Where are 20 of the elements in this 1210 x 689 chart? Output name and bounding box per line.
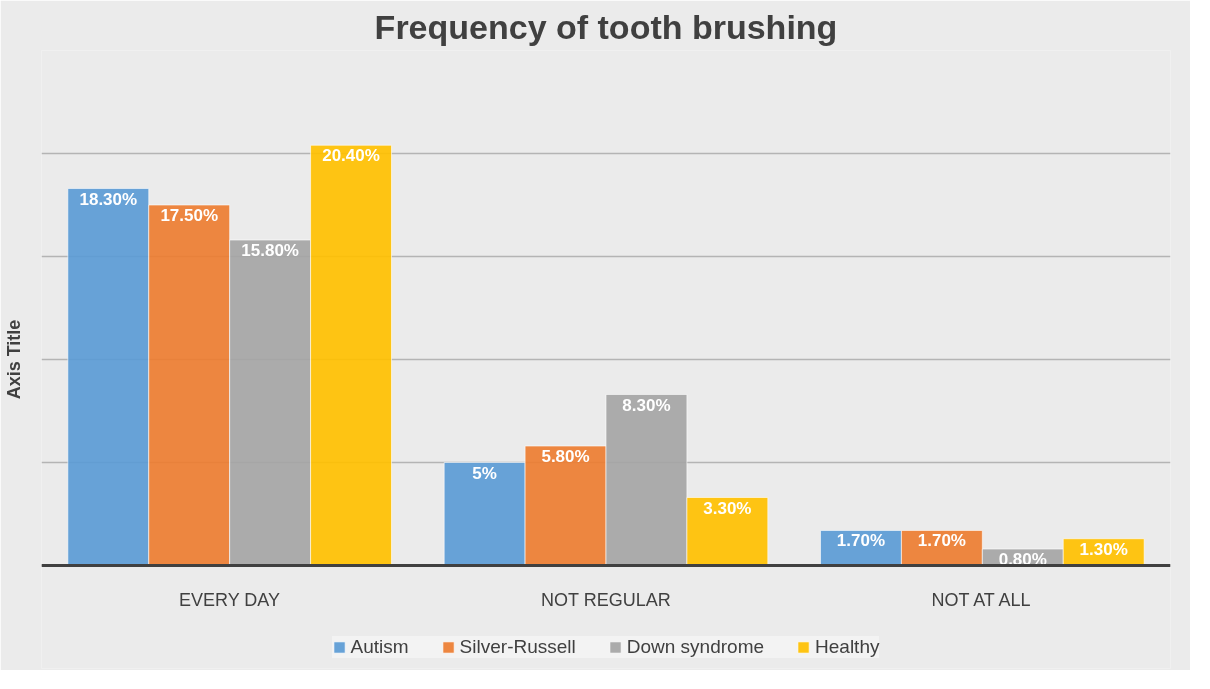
data-label: 17.50% xyxy=(160,206,219,225)
x-tick-label: EVERY DAY xyxy=(178,589,281,610)
data-label: 3.30% xyxy=(703,498,752,518)
legend-label: Autism xyxy=(350,636,409,658)
data-label: 1.30% xyxy=(1079,539,1128,559)
x-tick-label: NOT AT ALL xyxy=(931,589,1031,610)
legend-label: Down syndrome xyxy=(626,636,765,658)
data-label: 20.40% xyxy=(322,146,380,166)
data-label: 8.30% xyxy=(622,395,671,415)
legend-label: Silver-Russell xyxy=(459,636,576,658)
data-label: 18.30% xyxy=(79,189,138,209)
y-axis-title: Axis Title xyxy=(3,319,24,400)
data-label: 5% xyxy=(472,463,497,483)
x-tick-label: NOT REGULAR xyxy=(540,589,671,610)
chart-title: Frequency of tooth brushing xyxy=(374,7,838,46)
data-label: 5.80% xyxy=(541,447,590,467)
data-label: 1.70% xyxy=(917,531,966,551)
data-label: 1.70% xyxy=(836,531,886,551)
data-label: 15.80% xyxy=(241,241,299,261)
legend-label: Healthy xyxy=(815,636,880,658)
